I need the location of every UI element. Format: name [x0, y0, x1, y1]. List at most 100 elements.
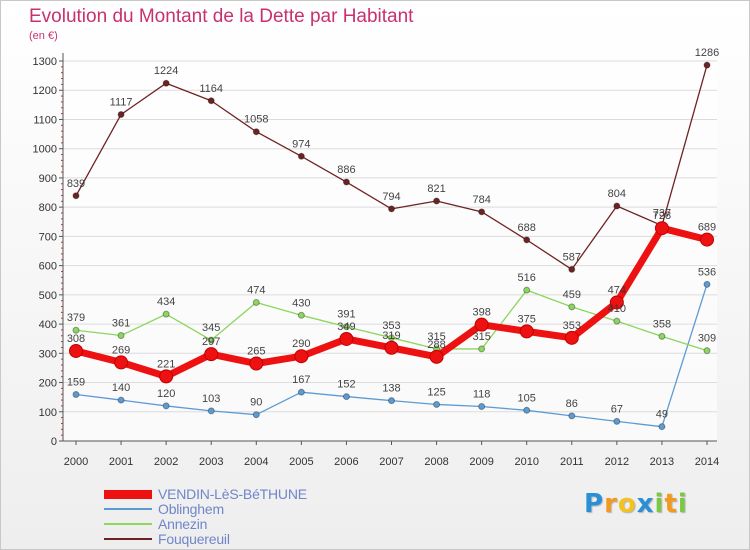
data-label-fouquereuil: 794 — [382, 191, 400, 203]
data-point-annezin — [297, 311, 305, 319]
data-point-annezin — [162, 310, 170, 318]
legend-item: Oblinghem — [104, 501, 224, 517]
x-tick-label: 2011 — [560, 456, 584, 468]
data-label-vendin-l-s-b-thune: 265 — [247, 346, 265, 358]
y-tick-label: 1300 — [33, 56, 57, 68]
data-point-annezin — [207, 336, 215, 344]
data-label-fouquereuil: 1117 — [110, 96, 133, 108]
data-label-oblinghem: 90 — [250, 397, 262, 409]
x-tick-label: 2007 — [379, 456, 403, 468]
data-label-fouquereuil: 737 — [653, 208, 671, 220]
data-label-vendin-l-s-b-thune: 308 — [67, 333, 85, 345]
y-tick-label: 1200 — [33, 85, 57, 97]
data-label-fouquereuil: 974 — [292, 138, 310, 150]
data-label-fouquereuil: 1164 — [199, 83, 223, 95]
y-tick-label: 900 — [39, 173, 57, 185]
data-label-vendin-l-s-b-thune: 349 — [337, 321, 355, 333]
data-label-annezin: 361 — [112, 317, 130, 329]
data-point-oblinghem — [658, 423, 666, 431]
data-label-fouquereuil: 587 — [563, 251, 581, 263]
data-label-vendin-l-s-b-thune: 474 — [608, 284, 626, 296]
data-point-fouquereuil — [433, 197, 441, 205]
data-point-annezin — [252, 298, 260, 306]
data-point-annezin — [72, 326, 80, 334]
data-label-annezin: 315 — [427, 331, 445, 343]
data-label-fouquereuil: 688 — [518, 222, 536, 234]
data-point-fouquereuil — [478, 208, 486, 216]
data-point-vendin-l-s-b-thune — [429, 349, 444, 364]
data-point-oblinghem — [703, 280, 711, 288]
logo-letter: o — [617, 489, 637, 519]
data-point-oblinghem — [478, 403, 486, 411]
data-point-fouquereuil — [72, 192, 80, 200]
data-label-annezin: 434 — [157, 296, 175, 308]
x-tick-label: 2000 — [64, 456, 88, 468]
data-point-vendin-l-s-b-thune — [204, 347, 219, 362]
legend-swatch — [104, 508, 152, 510]
data-label-vendin-l-s-b-thune: 288 — [427, 339, 445, 351]
data-label-vendin-l-s-b-thune: 269 — [112, 344, 130, 356]
data-point-vendin-l-s-b-thune — [519, 324, 534, 339]
data-point-fouquereuil — [613, 202, 621, 210]
data-label-fouquereuil: 1224 — [154, 65, 178, 77]
logo-letter: t — [664, 489, 678, 519]
data-label-oblinghem: 167 — [292, 374, 310, 386]
data-label-annezin: 459 — [563, 289, 581, 301]
data-label-oblinghem: 159 — [67, 377, 85, 389]
data-point-oblinghem — [388, 397, 395, 405]
data-label-oblinghem: 125 — [427, 386, 445, 398]
data-label-annezin: 474 — [247, 284, 265, 296]
data-label-fouquereuil: 1058 — [244, 114, 268, 126]
logo-letter: r — [604, 489, 618, 519]
x-tick-label: 2008 — [424, 456, 448, 468]
legend-swatch — [104, 523, 152, 525]
data-label-oblinghem: 120 — [157, 388, 175, 400]
y-tick-label: 500 — [39, 290, 57, 302]
data-label-oblinghem: 86 — [566, 398, 578, 410]
data-label-annezin: 410 — [608, 303, 626, 315]
data-label-annezin: 391 — [337, 309, 355, 321]
data-point-oblinghem — [252, 411, 260, 419]
data-point-annezin — [703, 347, 711, 355]
data-point-fouquereuil — [297, 152, 305, 160]
legend-swatch — [104, 538, 152, 540]
data-label-fouquereuil: 784 — [472, 194, 490, 206]
data-point-fouquereuil — [117, 110, 125, 118]
data-label-vendin-l-s-b-thune: 353 — [563, 320, 581, 332]
logo-letter: x — [636, 489, 655, 519]
data-label-fouquereuil: 804 — [608, 188, 626, 200]
data-label-annezin: 309 — [698, 333, 716, 345]
data-label-oblinghem: 140 — [112, 382, 130, 394]
legend-item: Fouquereuil — [104, 531, 230, 547]
unit-label: (en €) — [29, 30, 58, 42]
legend-label: VENDIN-LèS-BéTHUNE — [158, 486, 307, 502]
data-point-vendin-l-s-b-thune — [294, 349, 309, 364]
y-tick-label: 400 — [39, 319, 57, 331]
logo-letter: P — [584, 489, 605, 519]
data-point-vendin-l-s-b-thune — [114, 355, 129, 370]
data-point-oblinghem — [162, 402, 170, 410]
y-tick-label: 200 — [39, 378, 57, 390]
y-tick-label: 300 — [39, 348, 57, 360]
data-point-vendin-l-s-b-thune — [564, 330, 579, 345]
x-tick-label: 2006 — [334, 456, 358, 468]
x-tick-label: 2003 — [199, 456, 223, 468]
data-label-fouquereuil: 886 — [337, 164, 355, 176]
data-point-oblinghem — [523, 406, 531, 414]
y-tick-label: 600 — [39, 261, 57, 273]
data-point-fouquereuil — [342, 178, 350, 186]
data-label-annezin: 353 — [382, 320, 400, 332]
data-point-vendin-l-s-b-thune — [474, 317, 489, 332]
x-tick-label: 2010 — [514, 456, 538, 468]
data-point-annezin — [342, 323, 350, 331]
data-label-annezin: 358 — [653, 318, 671, 330]
data-point-oblinghem — [207, 407, 215, 415]
data-point-vendin-l-s-b-thune — [384, 340, 399, 355]
proxiti-logo: Proxiti — [584, 489, 688, 519]
data-label-oblinghem: 49 — [656, 409, 668, 421]
data-label-vendin-l-s-b-thune: 689 — [698, 222, 716, 234]
x-tick-label: 2012 — [605, 456, 629, 468]
y-tick-label: 0 — [51, 436, 57, 448]
data-label-vendin-l-s-b-thune: 221 — [157, 358, 175, 370]
data-label-fouquereuil: 1286 — [695, 47, 719, 59]
